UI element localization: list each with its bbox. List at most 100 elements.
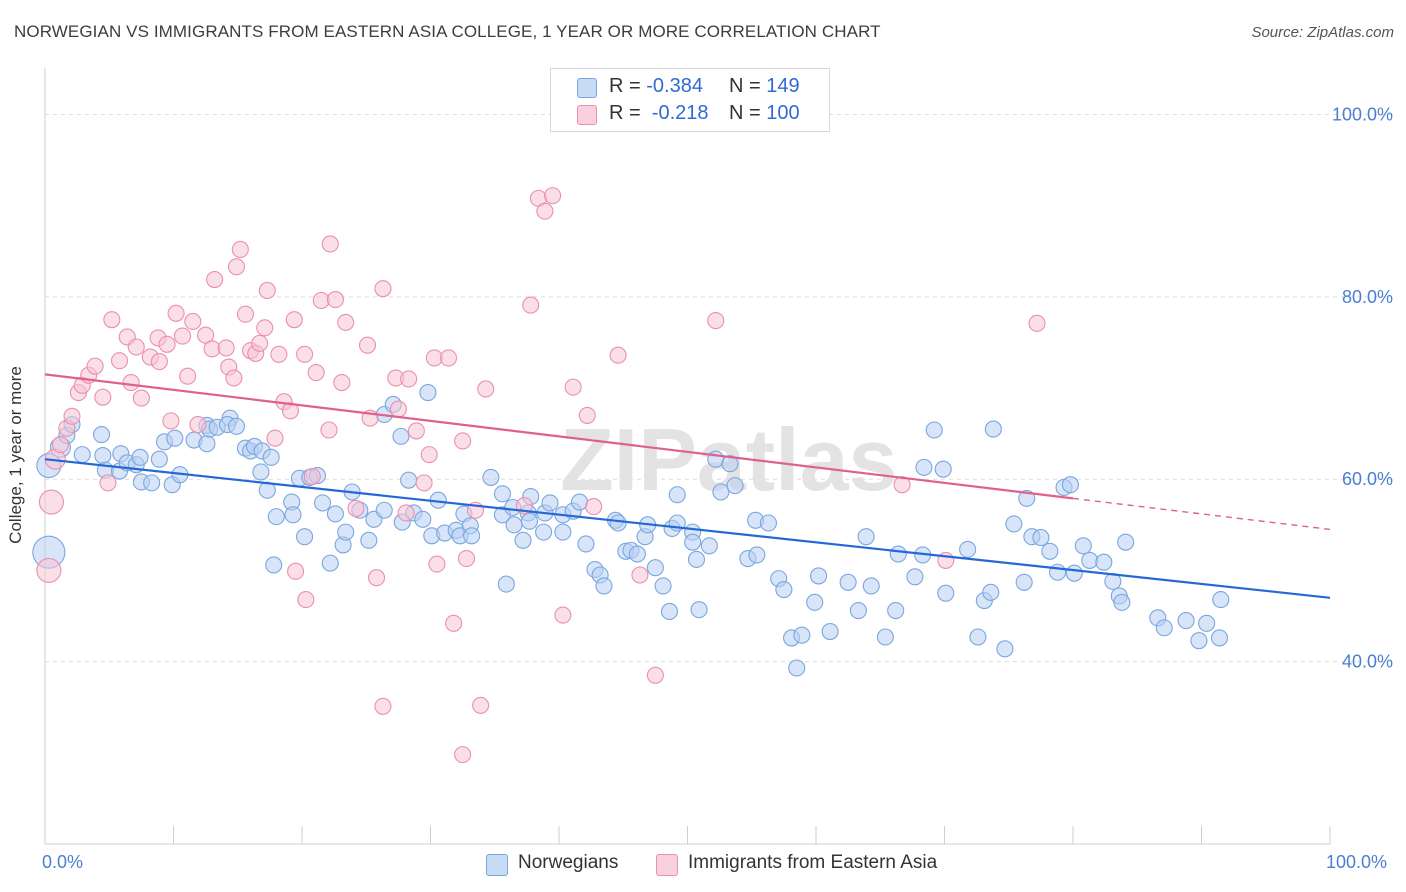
data-point bbox=[63, 407, 81, 425]
data-point bbox=[849, 602, 867, 620]
data-point bbox=[203, 340, 221, 358]
data-point bbox=[337, 523, 355, 541]
trend-line-extension bbox=[1072, 497, 1331, 531]
data-point bbox=[321, 554, 339, 572]
data-point bbox=[609, 346, 627, 364]
data-point bbox=[969, 628, 987, 646]
legend-swatch-blue bbox=[577, 78, 597, 98]
data-point bbox=[166, 429, 184, 447]
data-point bbox=[1095, 553, 1113, 571]
data-point bbox=[227, 258, 246, 276]
data-point bbox=[759, 514, 778, 532]
data-point bbox=[493, 485, 512, 503]
data-point bbox=[571, 493, 589, 511]
data-point bbox=[925, 421, 943, 439]
data-point bbox=[73, 446, 91, 464]
immigrants-swatch bbox=[656, 854, 678, 876]
data-point bbox=[477, 380, 495, 398]
x-tick-label-max: 100.0% bbox=[1326, 852, 1388, 872]
data-point bbox=[270, 345, 288, 363]
data-point bbox=[262, 448, 280, 466]
data-point bbox=[959, 540, 977, 559]
data-point bbox=[374, 280, 392, 298]
data-point bbox=[297, 591, 315, 609]
data-point bbox=[347, 499, 365, 517]
data-point bbox=[150, 353, 168, 371]
data-point bbox=[1015, 573, 1033, 591]
data-point bbox=[415, 474, 433, 492]
data-point bbox=[1117, 533, 1135, 551]
data-point bbox=[445, 614, 463, 632]
data-point bbox=[51, 436, 69, 454]
data-point bbox=[862, 577, 880, 595]
data-point bbox=[375, 501, 393, 519]
r-label: R = bbox=[609, 75, 647, 97]
data-point bbox=[472, 696, 490, 714]
data-point bbox=[281, 402, 299, 420]
y-tick-label: 100.0% bbox=[1332, 104, 1393, 124]
data-point bbox=[184, 312, 202, 331]
data-point bbox=[36, 557, 62, 583]
data-point bbox=[92, 426, 111, 444]
data-point bbox=[217, 339, 235, 357]
data-point bbox=[700, 537, 718, 555]
data-point bbox=[646, 666, 664, 684]
legend-r-norwegians: R = -0.384 bbox=[609, 75, 703, 98]
data-point bbox=[162, 412, 180, 430]
data-point bbox=[497, 575, 515, 593]
legend-swatch-pink bbox=[577, 105, 597, 125]
data-point bbox=[296, 528, 314, 546]
legend-r-immigrants: R = -0.218 bbox=[609, 102, 709, 125]
data-point bbox=[937, 584, 955, 602]
data-point bbox=[514, 531, 532, 549]
data-point bbox=[231, 240, 249, 258]
data-point bbox=[454, 432, 472, 450]
data-point bbox=[285, 311, 303, 329]
data-point bbox=[668, 486, 686, 504]
data-point bbox=[578, 406, 596, 424]
data-point bbox=[189, 415, 207, 434]
data-point bbox=[934, 460, 952, 478]
data-point bbox=[420, 446, 438, 464]
data-point bbox=[463, 527, 481, 545]
data-point bbox=[94, 388, 112, 406]
y-axis-label: College, 1 year or more bbox=[6, 366, 25, 544]
data-point bbox=[256, 319, 274, 337]
chart-source: Source: ZipAtlas.com bbox=[1251, 24, 1394, 41]
data-point bbox=[609, 514, 627, 532]
data-point bbox=[788, 659, 806, 677]
data-point bbox=[1032, 529, 1050, 547]
data-point bbox=[595, 577, 613, 595]
data-point bbox=[267, 508, 285, 526]
n-label: N = bbox=[729, 102, 767, 124]
data-point bbox=[296, 345, 314, 363]
data-point bbox=[303, 467, 321, 486]
data-point bbox=[392, 427, 410, 445]
data-point bbox=[179, 367, 197, 385]
data-point bbox=[982, 583, 1000, 601]
data-point bbox=[1190, 632, 1208, 650]
data-point bbox=[522, 296, 540, 314]
data-point bbox=[150, 450, 168, 468]
data-point bbox=[419, 384, 437, 402]
n-value: 100 bbox=[766, 102, 800, 124]
data-point bbox=[389, 400, 407, 418]
data-point bbox=[198, 435, 216, 453]
data-point bbox=[158, 335, 176, 353]
data-point bbox=[585, 498, 603, 516]
data-point bbox=[775, 581, 793, 599]
data-point bbox=[520, 512, 538, 530]
data-point bbox=[1041, 542, 1059, 560]
data-point bbox=[1074, 537, 1092, 555]
data-point bbox=[252, 463, 270, 481]
x-tick-label-min: 0.0% bbox=[42, 852, 84, 872]
legend-n-immigrants: N = 100 bbox=[729, 102, 800, 125]
data-point bbox=[132, 389, 150, 407]
data-point bbox=[482, 468, 500, 486]
data-point bbox=[284, 506, 302, 524]
data-point bbox=[687, 550, 706, 569]
y-tick-label: 40.0% bbox=[1342, 652, 1393, 672]
data-point bbox=[374, 697, 392, 715]
data-point bbox=[793, 626, 811, 644]
